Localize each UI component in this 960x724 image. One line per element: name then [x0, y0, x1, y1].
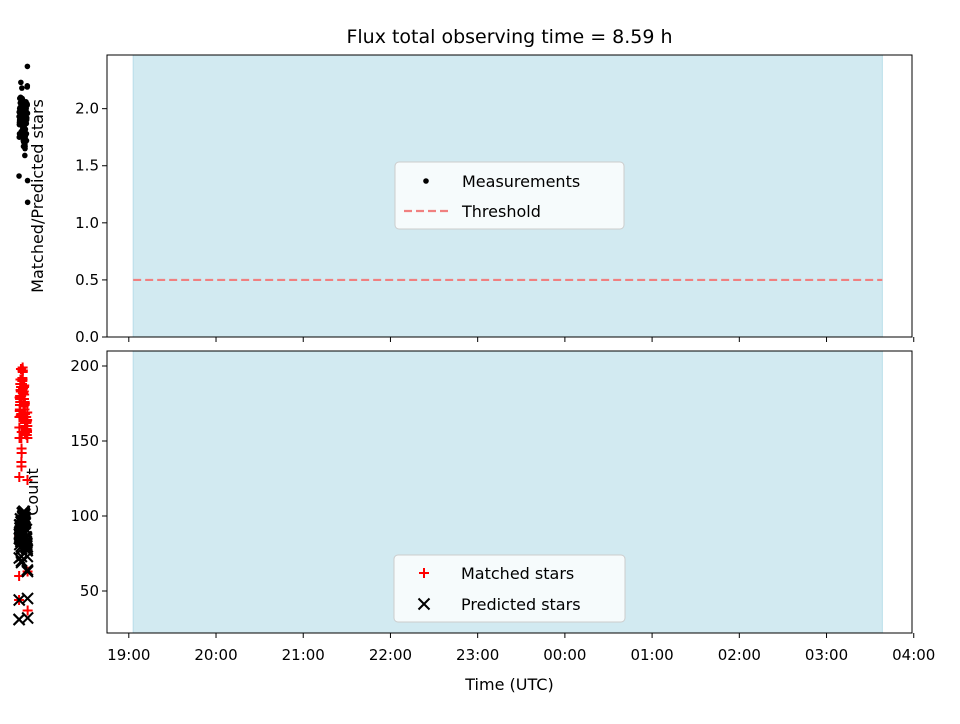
measurement-point: [22, 143, 28, 150]
x-axis-label: Time (UTC): [464, 675, 553, 694]
predicted-star-point: [21, 550, 34, 563]
y-tick-label: 1.0: [75, 214, 99, 232]
y-tick-label: 0.0: [75, 328, 99, 346]
legend-label-measurements: Measurements: [462, 172, 580, 191]
measurement-point: [23, 137, 30, 144]
matched-star-point: [17, 365, 28, 376]
measurement-point: [23, 130, 30, 137]
x-tick-label: 02:00: [718, 646, 761, 664]
predicted-star-point: [20, 539, 33, 553]
matched-star-point: [22, 433, 33, 443]
bottom-legend: Matched stars Predicted stars: [393, 554, 626, 623]
y-axis-label: Matched/Predicted stars: [28, 99, 47, 293]
x-tick-label: 23:00: [456, 646, 499, 664]
bottom-panel: 50 100 150 200 19:00 20:00 21:00 22:00 23:00 00:0…: [12, 350, 935, 694]
measurement-point: [24, 110, 31, 117]
bottom-axes-frame: [106, 350, 913, 634]
predicted-star-point: [21, 611, 34, 625]
matched-star-point: [16, 461, 27, 472]
y-tick-label: 50: [80, 582, 99, 600]
y-tick-label: 2.0: [75, 100, 99, 118]
predicted-star-point: [21, 592, 34, 605]
matched-star-point: [16, 448, 27, 458]
predicted-star-point: [21, 565, 34, 578]
matched-star-point: [22, 421, 33, 431]
measurement-point: [24, 199, 31, 206]
y-tick-label: 1.5: [75, 157, 99, 175]
matched-star-point: [14, 472, 25, 482]
x-tick-label: 22:00: [369, 646, 412, 664]
x-tick-label: 00:00: [543, 646, 586, 664]
matched-star-point: [19, 380, 30, 391]
legend-label-matched: Matched stars: [461, 564, 574, 583]
chart-title: Flux total observing time = 8.59 h: [346, 26, 672, 48]
measurement-point: [22, 152, 28, 159]
x-tick-label: 01:00: [630, 646, 673, 664]
measurement-point: [24, 177, 31, 184]
y-tick-label: 100: [70, 507, 99, 525]
top-panel: 0.0 0.5 1.0 1.5 2.0 Matched/Predicted stars Fl…: [16, 26, 915, 346]
matched-star-point: [22, 475, 33, 485]
measurement-point: [16, 173, 22, 179]
x-tick-label: 03:00: [805, 646, 848, 664]
legend-label-threshold: Threshold: [461, 202, 541, 221]
predicted-star-point: [18, 512, 32, 526]
matched-star-point: [22, 605, 33, 616]
y-tick-label: 150: [70, 432, 99, 450]
matched-star-point: [22, 407, 33, 418]
x-tick-label: 20:00: [194, 646, 237, 664]
x-tick-label: 21:00: [282, 646, 325, 664]
top-axes-frame: [106, 54, 913, 338]
y-tick-label: 0.5: [75, 271, 99, 289]
x-tick-label: 04:00: [892, 646, 935, 664]
measurement-point: [22, 126, 29, 133]
measurement-point: [24, 63, 31, 70]
x-tick-label: 19:00: [107, 646, 150, 664]
measurement-point: [19, 85, 25, 91]
predicted-star-point: [20, 523, 33, 536]
measurement-point: [23, 114, 30, 121]
measurement-point: [24, 101, 30, 107]
matched-star-point: [19, 398, 30, 409]
legend-marker-measurements: [423, 178, 429, 184]
legend-marker-matched: [419, 568, 429, 578]
measurement-point: [18, 79, 24, 86]
y-tick-label: 200: [70, 357, 99, 375]
legend-marker-predicted: [417, 597, 431, 611]
measurement-point: [24, 83, 31, 89]
predicted-star-point: [21, 563, 34, 577]
top-legend: Measurements Threshold: [394, 161, 625, 230]
legend-box: [393, 554, 626, 623]
legend-label-predicted: Predicted stars: [461, 595, 581, 614]
legend-box: [394, 161, 625, 230]
